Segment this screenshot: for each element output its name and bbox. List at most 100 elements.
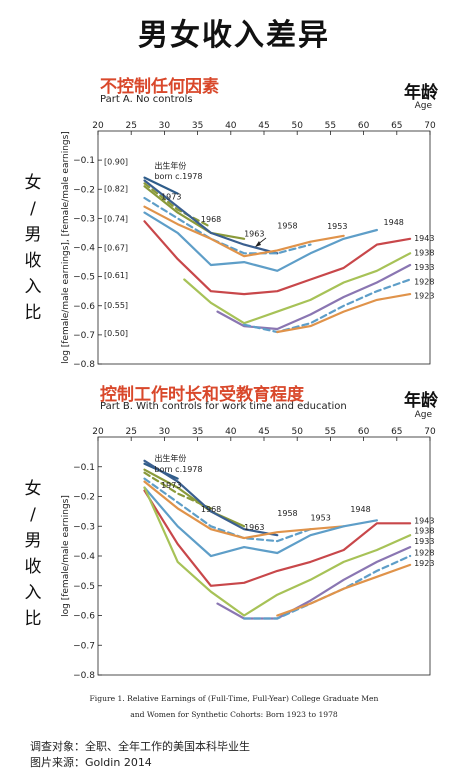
panel-b-x-tick-label: 50: [291, 427, 303, 437]
panel-b-side-label: 女 / 男 收 入 比: [22, 476, 44, 632]
panel-a-age-label-cn: 年龄: [404, 83, 438, 103]
panel-b-cohort-annotation: 1953: [310, 513, 330, 522]
panel-b-cohort-annotation: 1973: [161, 481, 181, 490]
panel-a-y-tick-label: −0.8: [73, 360, 95, 370]
side-label-char: 男: [24, 225, 42, 245]
panel-b-cohort-annotation: 1923: [414, 559, 434, 568]
panel-b-y-tick-label: −0.6: [73, 612, 95, 622]
panel-a-series-line-1933: [216, 263, 412, 331]
panel-a-ratio-tick-label: [0.55]: [104, 301, 128, 310]
panel-b-x-tick-label: 65: [391, 427, 402, 437]
panel-b-series-line-1963: [143, 459, 279, 537]
panel-b-y-axis-label: log [female/male earnings]: [61, 495, 71, 617]
panel-a-x-tick-label: 60: [358, 121, 370, 131]
panel-a-cohort-annotation: 1953: [327, 222, 347, 231]
panel-a-series-line-1938: [183, 252, 412, 325]
panel-b-series-line-1958: [143, 477, 312, 543]
panel-a-x-tick-label: 55: [325, 121, 336, 131]
panel-a-cohort-annotation: 1933: [414, 263, 434, 272]
panel-b-cohort-annotation: 1958: [277, 509, 297, 518]
panel-b-cohort-annotation: born c.1978: [154, 465, 202, 474]
panel-b-x-tick-label: 20: [92, 427, 104, 437]
panel-a-cohort-annotation: 1923: [414, 291, 434, 300]
panel-b-cohort-annotation: 1963: [244, 523, 264, 532]
figure-caption: Figure 1. Relative Earnings of (Full-Tim…: [0, 691, 468, 723]
panel-b-x-tick-label: 60: [358, 427, 370, 437]
panel-a-series-line-1968: [143, 185, 246, 240]
panel-b-x-tick-label: 35: [192, 427, 203, 437]
panel-a-ratio-tick-label: [0.82]: [104, 185, 128, 194]
side-label-char: 收: [24, 251, 42, 271]
panel-a-y-tick-label: −0.6: [73, 302, 95, 312]
panel-a-ratio-tick-label: [0.90]: [104, 158, 128, 167]
caption-line-2: and Women for Synthetic Cohorts: Born 19…: [130, 710, 338, 719]
panel-a-x-tick-label: 70: [424, 121, 436, 131]
panel-b-y-tick-label: −0.5: [73, 582, 95, 592]
panel-a-cohort-annotation: 1973: [161, 193, 181, 202]
panel-b-series-line-1938: [143, 486, 412, 617]
footer-survey: 调查对象：全职、全年工作的美国本科毕业生: [30, 740, 250, 753]
panel-a-title: 不控制任何因素: [100, 77, 219, 97]
panel-b-age-label-cn: 年龄: [404, 391, 438, 411]
panel-a-series-line-1973: [143, 182, 212, 229]
footer-source: 图片来源：Goldin 2014: [30, 756, 152, 769]
panel-a-series-line-1928: [243, 278, 412, 334]
panel-a-y-tick-label: −0.1: [73, 156, 95, 166]
panel-a-series-line-1923: [276, 293, 412, 334]
panel-a-cohort-annotation: 1968: [201, 215, 221, 224]
panel-a-ratio-tick-label: [0.50]: [104, 329, 128, 338]
panel-a-x-tick-label: 20: [92, 121, 104, 131]
panel-a-ratio-tick-label: [0.74]: [104, 215, 128, 224]
side-label-char: 入: [24, 277, 42, 297]
panel-a-y-tick-label: −0.5: [73, 273, 95, 283]
side-label-char: 收: [24, 557, 42, 577]
panel-a-cohort-annotation: born c.1978: [154, 172, 202, 181]
panel-a-ratio-tick-label: [0.61]: [104, 271, 128, 280]
panel-b-x-tick-label: 25: [125, 427, 136, 437]
panel-a-series-line-1963: [143, 179, 279, 255]
panel-a-y-tick-label: −0.2: [73, 185, 95, 195]
panel-b-cohort-annotation: 1948: [350, 505, 370, 514]
panel-b-cohort-annotation: 1943: [414, 516, 434, 525]
panel-a-series-line-1943: [143, 220, 412, 296]
panel-a-series-line-1978: [143, 176, 179, 195]
caption-line-1: Figure 1. Relative Earnings of (Full-Tim…: [89, 694, 379, 703]
panel-a-y-tick-label: −0.3: [73, 214, 95, 224]
panel-b-series-line-1928: [243, 554, 412, 620]
panel-a-x-tick-label: 50: [291, 121, 303, 131]
side-label-char: /: [30, 199, 36, 219]
panel-b-subtitle: Part B. With controls for work time and …: [100, 401, 347, 412]
side-label-char: 女: [24, 173, 42, 193]
panel-a-x-tick-label: 35: [192, 121, 203, 131]
panel-a-annotation-arrowhead: [255, 241, 261, 247]
panel-b-series-line-1923: [276, 563, 412, 617]
side-label-char: 女: [24, 479, 42, 499]
panel-a-cohort-annotation: 1943: [414, 234, 434, 243]
panel-a-series-line-1948: [143, 211, 378, 272]
panel-a-ratio-tick-label: [0.67]: [104, 244, 128, 253]
panel-a-cohort-annotation: 1928: [414, 277, 434, 286]
panel-a-subtitle: Part A. No controls: [100, 94, 193, 105]
panel-a-side-label: 女 / 男 收 入 比: [22, 170, 44, 326]
panel-a-cohort-annotation: 1948: [384, 218, 404, 227]
panel-b-y-tick-label: −0.3: [73, 522, 95, 532]
panel-b-x-tick-label: 45: [258, 427, 269, 437]
panel-a-x-tick-label: 45: [258, 121, 269, 131]
panel-a-y-axis-label: log [female/male earnings], [female/male…: [61, 131, 71, 364]
panel-b-cohort-annotation: 1968: [201, 505, 221, 514]
panel-b-x-tick-label: 30: [159, 427, 171, 437]
panel-b-y-tick-label: −0.1: [73, 463, 95, 473]
panel-a-cohort-annotation: 1963: [244, 229, 264, 238]
panel-a-series-line-1953: [143, 205, 345, 258]
side-label-char: 入: [24, 583, 42, 603]
panel-a-x-tick-label: 25: [125, 121, 136, 131]
panel-b-series-line-1968: [143, 468, 246, 528]
panel-a-cohort-annotation: 1958: [277, 221, 297, 230]
side-label-char: 男: [24, 531, 42, 551]
side-label-char: 比: [24, 609, 42, 629]
panel-b-cohort-annotation: 出生年份: [154, 453, 186, 463]
panel-a-y-tick-label: −0.7: [73, 331, 95, 341]
panel-a-x-tick-label: 30: [159, 121, 171, 131]
panel-b-x-tick-label: 55: [325, 427, 336, 437]
